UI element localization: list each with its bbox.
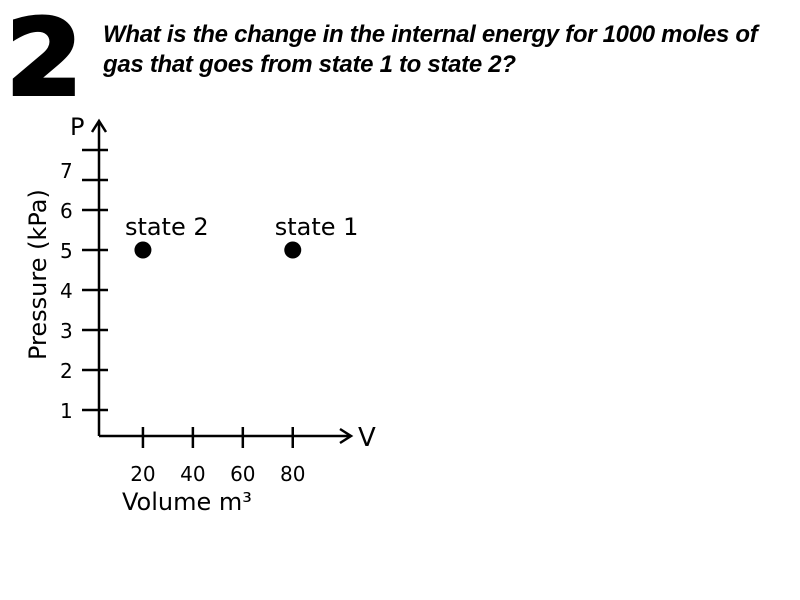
question-text: What is the change in the internal energ… (103, 21, 758, 78)
y-tick-label: 1 (60, 399, 73, 423)
y-tick-label: 6 (60, 199, 73, 223)
point-label: state 2 (125, 213, 209, 241)
y-tick-label: 7 (60, 159, 73, 183)
y-tick-label: 3 (60, 319, 73, 343)
x-tick-label: 60 (230, 462, 255, 486)
data-point (134, 241, 152, 259)
y-tick-label: 5 (60, 239, 73, 263)
y-tick-label: 2 (60, 359, 73, 383)
y-axis-label: Pressure (kPa) (24, 189, 52, 360)
x-tick-label: 40 (180, 462, 205, 486)
x-axis-symbol: V (358, 423, 376, 453)
y-axis-symbol: P (70, 113, 84, 141)
slide-number: 2 (4, 0, 84, 119)
x-axis-label: Volume m³ (122, 488, 252, 516)
y-tick-label: 4 (60, 279, 73, 303)
x-tick-label: 20 (130, 462, 155, 486)
data-point (284, 241, 302, 259)
x-tick-label: 80 (280, 462, 305, 486)
point-label: state 1 (275, 213, 359, 241)
y-axis-arrow (90, 118, 108, 133)
x-axis-arrow (339, 427, 354, 445)
